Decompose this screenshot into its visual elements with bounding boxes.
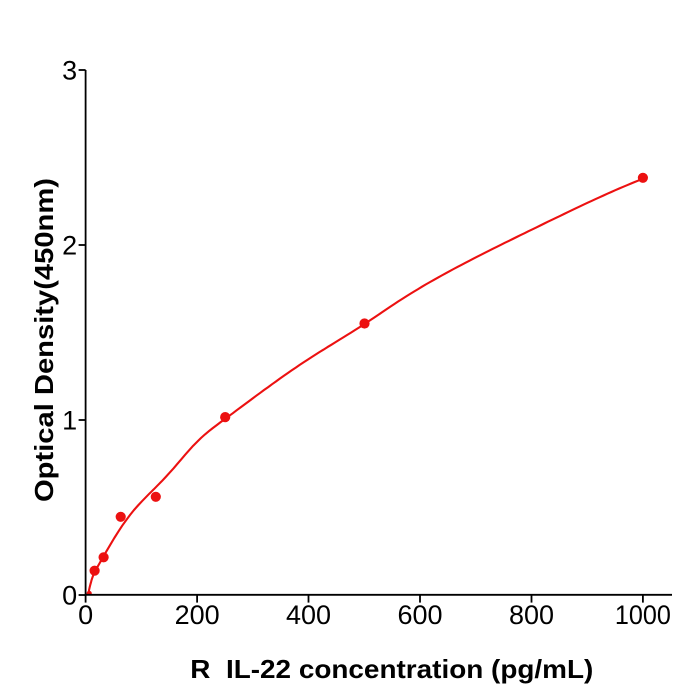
svg-text:2: 2 xyxy=(62,231,77,261)
svg-text:0: 0 xyxy=(62,581,77,611)
svg-text:600: 600 xyxy=(397,600,442,630)
svg-text:1000: 1000 xyxy=(615,600,671,630)
svg-text:200: 200 xyxy=(175,600,220,630)
svg-text:800: 800 xyxy=(509,600,554,630)
svg-text:Optical Density(450nm): Optical Density(450nm) xyxy=(31,178,59,502)
svg-text:0: 0 xyxy=(78,600,93,630)
svg-text:1: 1 xyxy=(62,406,77,436)
svg-text:R IL-22 concentration (pg/mL): R IL-22 concentration (pg/mL) xyxy=(190,656,593,684)
svg-text:3: 3 xyxy=(62,56,77,86)
svg-text:400: 400 xyxy=(286,600,331,630)
